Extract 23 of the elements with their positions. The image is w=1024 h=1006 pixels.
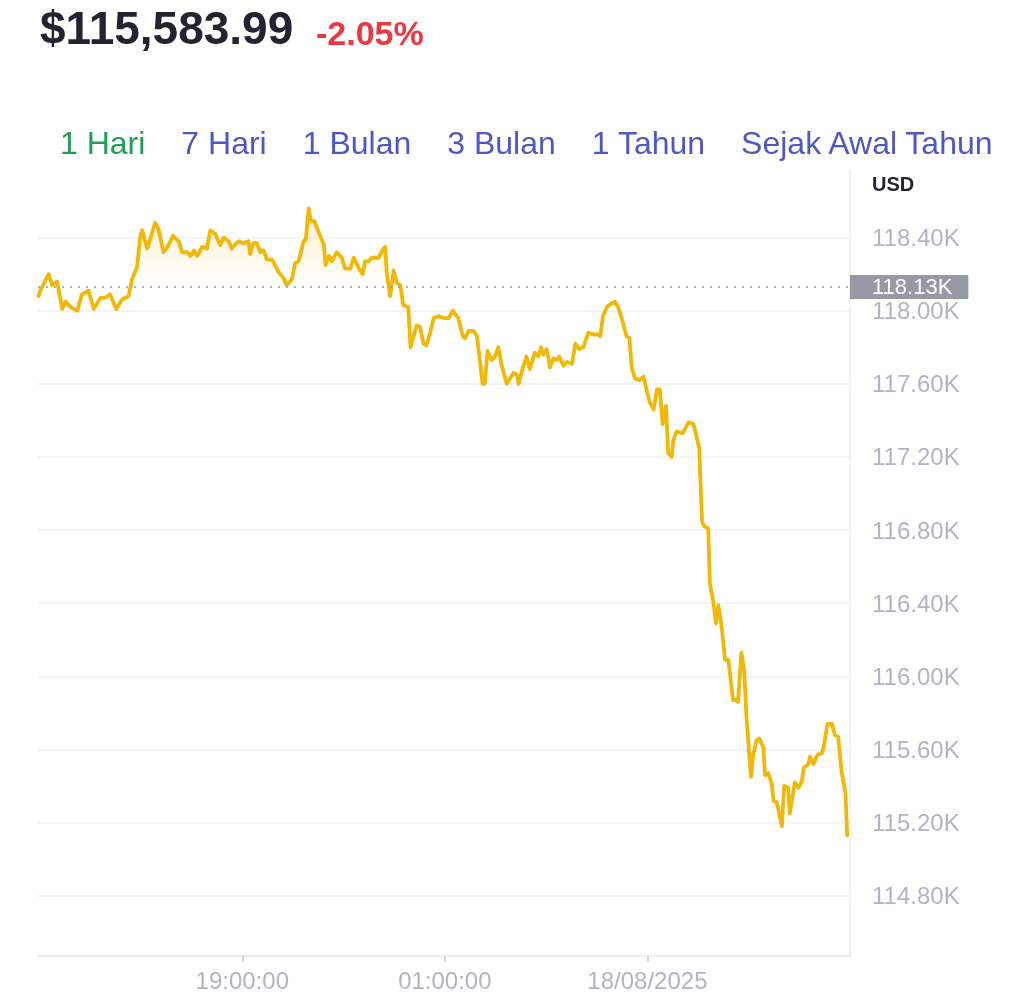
y-tick-label: 116.00K [872,662,960,690]
y-tick-label: 117.60K [872,370,960,398]
ref-line-label: 118.13K [872,274,953,300]
x-tick-label: 01:00:00 [398,966,492,994]
y-tick-label: 116.80K [872,516,960,544]
y-tick-label: 118.40K [872,224,960,252]
text: 1 Bulan [302,124,412,163]
y-tick-label: 118.00K [872,297,960,325]
text: Sejak Awal Tahun [741,124,993,163]
text: 3 Bulan [447,124,556,163]
chart-subtitle: -2.05% [316,13,424,54]
chart-title: $115,583.99 [40,1,294,56]
y-tick-label: 116.40K [872,589,960,617]
text: 1 Tahun [591,124,706,163]
y-tick-label: 114.80K [872,882,960,910]
text: 7 Hari [181,124,267,163]
y-tick-label: 115.60K [872,735,960,763]
x-tick-label: 18/08/2025 [587,966,708,994]
y-tick-label: 117.20K [872,443,960,471]
y-axis-title: USD [872,173,915,195]
x-tick-label: 19:00:00 [195,966,289,994]
y-tick-label: 115.20K [872,809,960,837]
text: 1 Hari [60,124,146,163]
